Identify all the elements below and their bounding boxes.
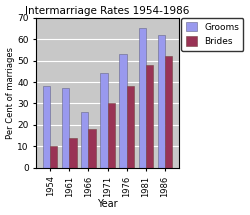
Bar [69,138,76,168]
X-axis label: Year: Year [97,200,118,209]
Bar [100,74,108,168]
Y-axis label: Per Cent of marriages: Per Cent of marriages [6,47,15,139]
Title: Intermarriage Rates 1954-1986: Intermarriage Rates 1954-1986 [25,6,190,15]
Legend: Grooms, Brides: Grooms, Brides [182,18,244,51]
Bar [88,129,96,168]
Bar [165,56,172,168]
Bar [62,88,69,168]
Bar [158,35,165,168]
Bar [146,65,153,168]
Bar [81,112,88,168]
Bar [43,86,50,168]
Bar [108,103,115,168]
Bar [50,146,58,168]
Bar [127,86,134,168]
Bar [138,28,146,168]
Bar [120,54,127,168]
